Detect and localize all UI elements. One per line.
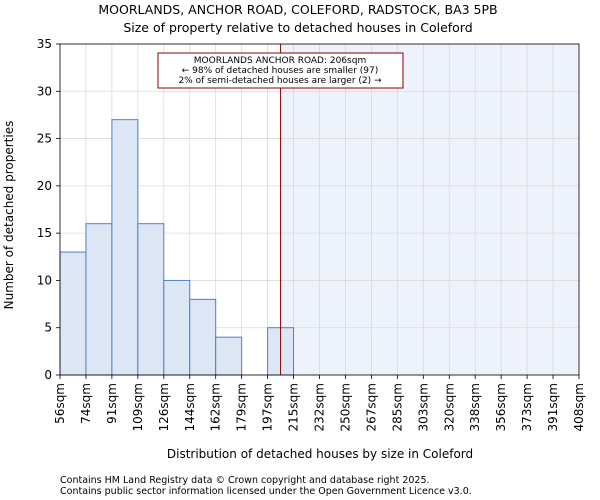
x-tick-label: 391sqm <box>546 383 560 431</box>
x-tick-label: 356sqm <box>494 383 508 431</box>
x-tick-label: 74sqm <box>79 383 93 424</box>
x-tick-label: 320sqm <box>442 383 456 431</box>
x-tick-label: 56sqm <box>53 383 67 424</box>
histogram-bar <box>163 279 191 376</box>
y-axis-label: Number of detached properties <box>2 121 16 310</box>
x-tick-label: 179sqm <box>235 383 249 431</box>
annotation-box: MOORLANDS ANCHOR ROAD: 206sqm ← 98% of d… <box>157 52 404 89</box>
footer-line1: Contains HM Land Registry data © Crown c… <box>60 475 430 486</box>
histogram-bar <box>111 119 139 376</box>
annotation-line1: MOORLANDS ANCHOR ROAD: 206sqm <box>194 56 366 66</box>
x-tick-label: 408sqm <box>572 383 586 431</box>
histogram-bar <box>59 251 87 376</box>
y-tick-label: 35 <box>37 37 52 51</box>
annotation-line2: ← 98% of detached houses are smaller (97… <box>182 66 379 76</box>
x-tick-label: 109sqm <box>131 383 145 431</box>
y-tick-label: 5 <box>44 321 52 335</box>
annotation-line3: 2% of semi-detached houses are larger (2… <box>178 76 382 86</box>
x-tick-label: 232sqm <box>313 383 327 431</box>
chart-title-line2: Size of property relative to detached ho… <box>123 20 472 35</box>
y-tick-label: 20 <box>37 179 52 193</box>
larger-region-shade <box>280 44 579 375</box>
histogram-bar <box>85 223 113 376</box>
x-tick-label: 144sqm <box>183 383 197 431</box>
x-tick-label: 285sqm <box>390 383 404 431</box>
x-tick-label: 162sqm <box>209 383 223 431</box>
histogram-bar <box>215 336 243 376</box>
y-tick-label: 30 <box>37 84 52 98</box>
histogram-bar <box>189 298 217 376</box>
x-tick-label: 303sqm <box>416 383 430 431</box>
y-tick-label: 15 <box>37 226 52 240</box>
chart-title-line1: MOORLANDS, ANCHOR ROAD, COLEFORD, RADSTO… <box>98 2 497 17</box>
y-tick-label: 25 <box>37 132 52 146</box>
x-tick-label: 250sqm <box>338 383 352 431</box>
x-tick-label: 91sqm <box>105 383 119 424</box>
x-tick-label: 126sqm <box>157 383 171 431</box>
x-axis-label: Distribution of detached houses by size … <box>167 447 473 461</box>
annotation-box-frame <box>157 52 404 89</box>
x-tick-label: 338sqm <box>468 383 482 431</box>
y-tick-label: 10 <box>37 273 52 287</box>
y-tick-label: 0 <box>44 368 52 382</box>
x-tick-label: 215sqm <box>287 383 301 431</box>
histogram-bar <box>137 223 165 376</box>
x-tick-label: 373sqm <box>520 383 534 431</box>
x-tick-label: 197sqm <box>261 383 275 431</box>
x-tick-label: 267sqm <box>364 383 378 431</box>
footer-line2: Contains public sector information licen… <box>60 486 472 497</box>
